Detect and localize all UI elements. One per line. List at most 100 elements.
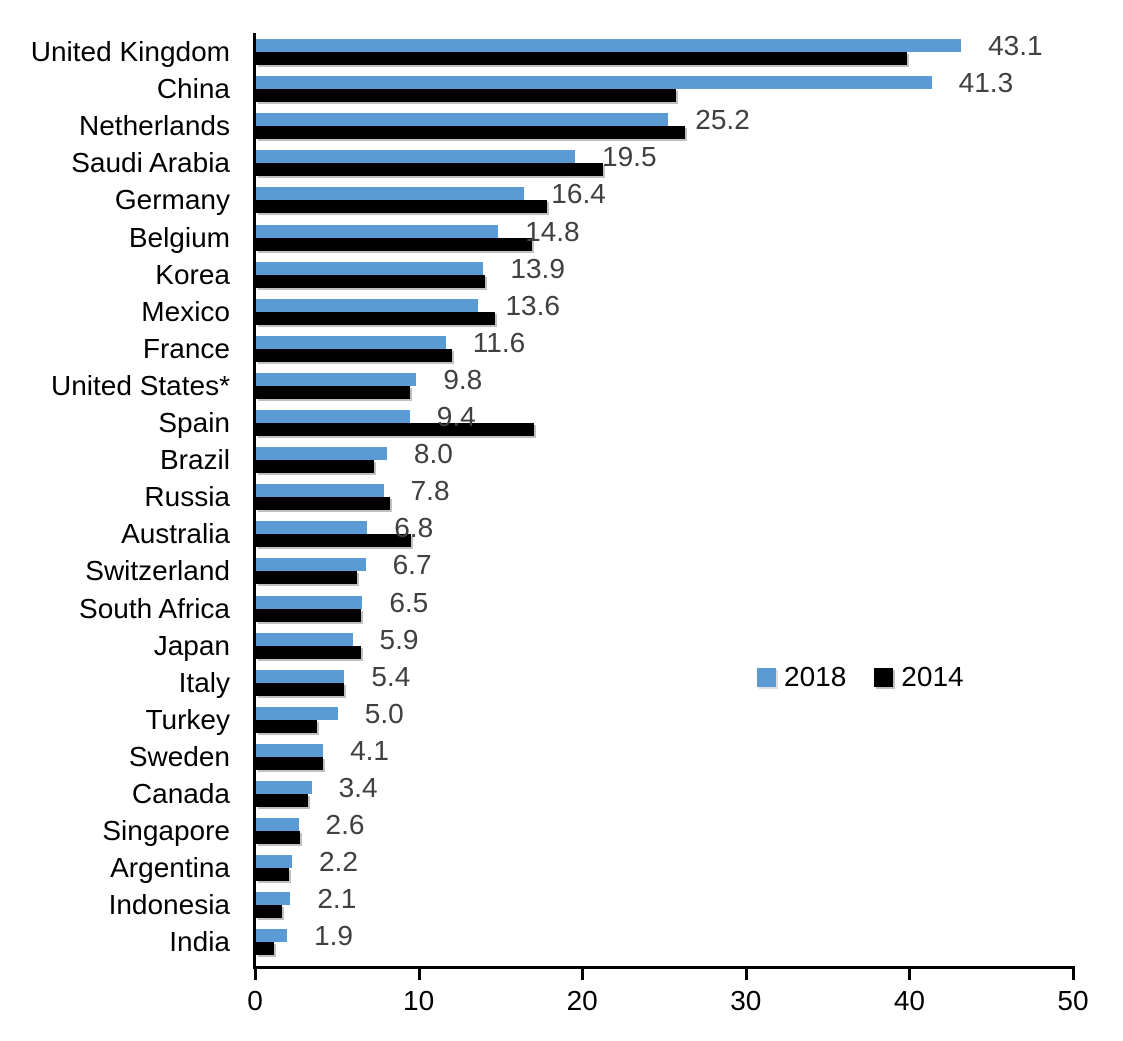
x-axis-tick <box>908 969 912 980</box>
category-label: Australia <box>121 518 230 550</box>
bar-2014 <box>256 52 908 65</box>
x-axis-tick <box>417 969 421 980</box>
bar-2014 <box>256 163 603 177</box>
category-label: Spain <box>158 407 230 438</box>
bar-2014 <box>256 237 533 251</box>
legend-entry-2018: 2018 <box>757 663 846 691</box>
value-label: 5.0 <box>364 697 404 729</box>
legend: 2018 2014 <box>757 663 964 691</box>
bar-2018 <box>256 224 499 238</box>
bar-2018 <box>256 706 338 720</box>
bar-2018 <box>256 484 384 498</box>
bar-2018 <box>256 39 962 52</box>
bar-2018 <box>256 335 446 349</box>
bar-2014 <box>256 868 289 882</box>
bar-2014 <box>256 608 361 622</box>
category-label: France <box>142 332 230 364</box>
bar-2014 <box>256 831 301 845</box>
bar-2014 <box>256 423 535 436</box>
category-label: Germany <box>114 184 230 216</box>
value-label: 6.5 <box>389 586 429 618</box>
bar-2018 <box>256 261 484 275</box>
value-label: 11.6 <box>472 326 526 358</box>
category-label: Brazil <box>159 444 230 476</box>
value-label: 2.2 <box>318 846 358 878</box>
bar-2014 <box>256 200 548 214</box>
category-label: Switzerland <box>85 555 230 587</box>
bar-2014 <box>256 274 486 288</box>
category-label: Korea <box>155 258 230 290</box>
bar-2018 <box>256 818 299 832</box>
category-label: Argentina <box>110 852 230 884</box>
bar-2018 <box>256 447 387 461</box>
category-label: Turkey <box>145 703 230 735</box>
category-label: Mexico <box>141 295 230 327</box>
category-label: Japan <box>153 629 230 661</box>
x-axis-tick <box>1072 969 1075 980</box>
category-label: Belgium <box>128 221 230 253</box>
category-label: Indonesia <box>108 889 230 921</box>
x-axis-tick-label: 30 <box>730 985 762 1016</box>
value-label: 2.1 <box>317 883 357 915</box>
category-label: Netherlands <box>79 110 230 142</box>
bar-2014 <box>256 719 317 733</box>
category-label: Saudi Arabia <box>71 147 230 179</box>
category-label: India <box>169 926 230 958</box>
value-label: 3.4 <box>338 772 378 803</box>
legend-entry-2014: 2014 <box>874 661 964 692</box>
value-label: 9.4 <box>436 401 476 432</box>
bar-2014 <box>256 756 324 770</box>
bar-2018 <box>256 855 292 869</box>
value-label: 5.9 <box>379 623 419 655</box>
bar-2014 <box>256 497 391 511</box>
category-label: South Africa <box>79 592 230 624</box>
bar-2014 <box>256 126 685 140</box>
bar-2018 <box>256 76 932 90</box>
category-label: Russia <box>144 481 230 513</box>
legend-swatch-2018-icon <box>757 667 776 687</box>
bar-2018 <box>256 113 669 127</box>
value-label: 16.4 <box>551 178 606 210</box>
value-label: 7.8 <box>410 475 450 507</box>
bar-2014 <box>256 645 361 659</box>
bar-2014 <box>256 534 412 548</box>
bar-2014 <box>256 311 495 325</box>
bar-2018 <box>256 781 312 794</box>
bar-2018 <box>256 743 324 757</box>
category-label: Sweden <box>128 740 230 772</box>
bar-2018 <box>256 521 368 535</box>
value-label: 6.8 <box>394 512 434 544</box>
category-label: United Kingdom <box>30 36 230 67</box>
value-label: 2.6 <box>325 809 365 841</box>
x-axis-tick-label: 10 <box>403 985 435 1016</box>
x-axis-tick <box>254 969 257 980</box>
bar-2018 <box>256 929 288 943</box>
bar-2018 <box>256 372 417 386</box>
value-label: 19.5 <box>602 141 657 173</box>
bar-2014 <box>256 794 309 807</box>
y-axis-line <box>253 33 256 969</box>
bar-2014 <box>256 460 374 474</box>
bar-2018 <box>256 892 291 906</box>
bar-2018 <box>256 410 410 423</box>
value-label: 1.9 <box>314 920 354 952</box>
bar-2018 <box>256 595 363 609</box>
bar-2018 <box>256 632 353 646</box>
category-label: Singapore <box>102 815 230 847</box>
bar-2014 <box>256 89 677 103</box>
value-label: 5.4 <box>371 660 411 692</box>
value-label: 8.0 <box>413 438 453 470</box>
category-label: Italy <box>178 666 230 698</box>
value-label: 43.1 <box>988 30 1043 61</box>
x-axis-tick-label: 20 <box>566 985 598 1016</box>
x-axis-tick-label: 40 <box>893 985 925 1016</box>
value-label: 6.7 <box>392 549 432 581</box>
bar-2018 <box>256 558 366 572</box>
legend-label-2014: 2014 <box>901 661 964 692</box>
legend-swatch-2014-icon <box>874 667 894 687</box>
bar-2018 <box>256 669 345 683</box>
bar-2018 <box>256 298 479 312</box>
x-axis-tick-label: 50 <box>1057 985 1089 1016</box>
category-label: United States* <box>51 369 230 401</box>
x-axis-line <box>253 966 1075 969</box>
